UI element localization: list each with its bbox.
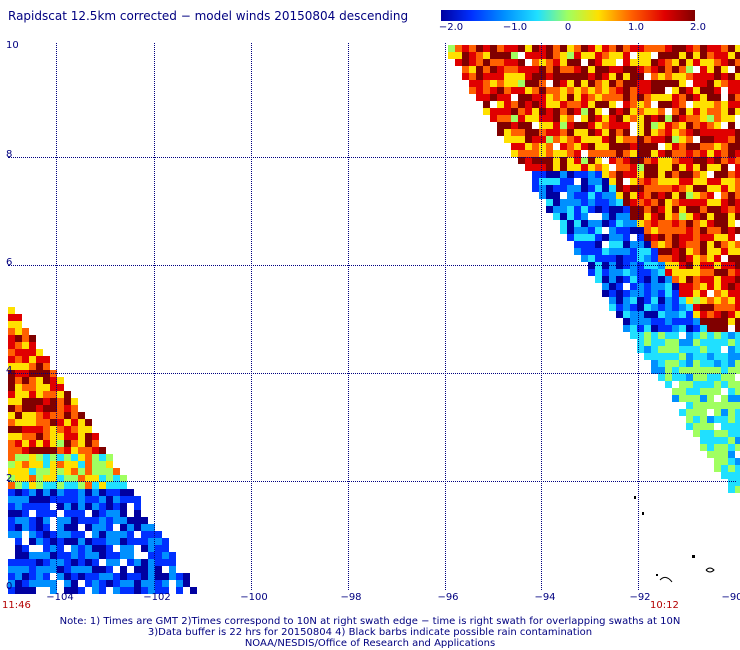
gridline-lon-92 — [638, 43, 639, 590]
gridline-lat-6 — [8, 265, 736, 266]
lon-label: −102 — [143, 592, 171, 603]
lat-label: 2 — [6, 473, 13, 484]
gridline-lat-2 — [8, 481, 736, 482]
coastline — [659, 567, 715, 583]
lon-label: −100 — [240, 592, 268, 603]
colorbar-label: −2.0 — [438, 22, 464, 33]
gridline-lon-94 — [541, 43, 542, 590]
colorbar-label: 2.0 — [690, 22, 706, 33]
gridline-lon-98 — [348, 43, 349, 590]
colorbar-label: −1.0 — [502, 22, 528, 33]
lat-label: 10 — [6, 40, 19, 51]
colorbar-label: 1.0 — [628, 22, 644, 33]
lon-label: −92 — [629, 592, 651, 603]
lon-label: −96 — [437, 592, 459, 603]
lon-label: −94 — [534, 592, 556, 603]
colorbar-label: 0 — [564, 22, 572, 33]
lat-label: 6 — [6, 257, 13, 268]
swath-time-left: 11:46 — [2, 600, 31, 611]
lon-label: −90 — [721, 592, 740, 603]
gridline-lon-102 — [154, 43, 155, 590]
lon-label: −98 — [340, 592, 362, 603]
lat-label: 8 — [6, 149, 13, 160]
lat-label: 0 — [6, 581, 13, 592]
swath-time-right: 10:12 — [650, 600, 679, 611]
colorbar — [441, 10, 695, 21]
lon-label: −104 — [46, 592, 74, 603]
footnote-line-2: 3)Data buffer is 22 hrs for 20150804 4) … — [147, 627, 593, 638]
map-title: Rapidscat 12.5km corrected − model winds… — [8, 9, 409, 23]
gridline-lon-104 — [56, 43, 57, 590]
gridline-lat-4 — [8, 373, 736, 374]
footnote-line-1: Note: 1) Times are GMT 2)Times correspon… — [59, 616, 681, 627]
gridline-lat-8 — [8, 157, 736, 158]
lat-label: 4 — [6, 365, 13, 376]
rain-flag-marks — [634, 496, 695, 576]
gridline-lon-96 — [445, 43, 446, 590]
gridline-lon-100 — [251, 43, 252, 590]
footnote-line-3: NOAA/NESDIS/Office of Research and Appli… — [244, 638, 496, 649]
